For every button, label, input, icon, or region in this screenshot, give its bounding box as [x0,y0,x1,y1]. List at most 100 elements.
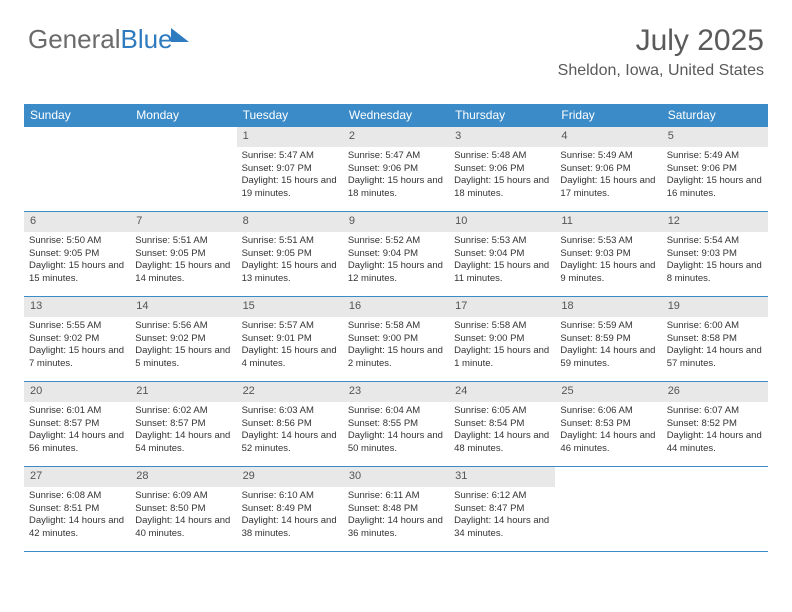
daylight-text: Daylight: 14 hours and 38 minutes. [242,515,338,541]
sunrise-text: Sunrise: 5:53 AM [560,235,656,248]
sunset-text: Sunset: 8:58 PM [667,333,763,346]
calendar-day: 26Sunrise: 6:07 AMSunset: 8:52 PMDayligh… [662,382,768,466]
day-body: Sunrise: 6:03 AMSunset: 8:56 PMDaylight:… [237,402,343,460]
calendar-day: 18Sunrise: 5:59 AMSunset: 8:59 PMDayligh… [555,297,661,381]
calendar-day: 15Sunrise: 5:57 AMSunset: 9:01 PMDayligh… [237,297,343,381]
day-body: Sunrise: 6:10 AMSunset: 8:49 PMDaylight:… [237,487,343,545]
day-header-row: SundayMondayTuesdayWednesdayThursdayFrid… [24,104,768,127]
calendar-day: 24Sunrise: 6:05 AMSunset: 8:54 PMDayligh… [449,382,555,466]
daylight-text: Daylight: 14 hours and 36 minutes. [348,515,444,541]
day-number: 21 [130,382,236,402]
calendar-day: 23Sunrise: 6:04 AMSunset: 8:55 PMDayligh… [343,382,449,466]
brand-part2: Blue [121,24,173,54]
calendar-week: 6Sunrise: 5:50 AMSunset: 9:05 PMDaylight… [24,212,768,297]
calendar-day: 21Sunrise: 6:02 AMSunset: 8:57 PMDayligh… [130,382,236,466]
sunset-text: Sunset: 8:47 PM [454,503,550,516]
sunset-text: Sunset: 9:06 PM [454,163,550,176]
calendar-day: 8Sunrise: 5:51 AMSunset: 9:05 PMDaylight… [237,212,343,296]
sunrise-text: Sunrise: 6:09 AM [135,490,231,503]
sunset-text: Sunset: 8:50 PM [135,503,231,516]
sunset-text: Sunset: 9:02 PM [135,333,231,346]
day-body: Sunrise: 5:47 AMSunset: 9:06 PMDaylight:… [343,147,449,205]
title-location: Sheldon, Iowa, United States [558,62,764,80]
daylight-text: Daylight: 14 hours and 46 minutes. [560,430,656,456]
sunrise-text: Sunrise: 5:48 AM [454,150,550,163]
sunrise-text: Sunrise: 6:02 AM [135,405,231,418]
daylight-text: Daylight: 15 hours and 2 minutes. [348,345,444,371]
day-number: 11 [555,212,661,232]
sunrise-text: Sunrise: 6:05 AM [454,405,550,418]
day-header-cell: Friday [555,104,661,127]
sunset-text: Sunset: 9:06 PM [348,163,444,176]
sunrise-text: Sunrise: 5:50 AM [29,235,125,248]
daylight-text: Daylight: 15 hours and 4 minutes. [242,345,338,371]
day-number: 22 [237,382,343,402]
title-block: July 2025 Sheldon, Iowa, United States [558,24,764,80]
day-number: 9 [343,212,449,232]
sunrise-text: Sunrise: 5:54 AM [667,235,763,248]
daylight-text: Daylight: 14 hours and 34 minutes. [454,515,550,541]
calendar-day-empty [662,467,768,551]
day-number: 17 [449,297,555,317]
day-body: Sunrise: 5:53 AMSunset: 9:04 PMDaylight:… [449,232,555,290]
day-body: Sunrise: 6:12 AMSunset: 8:47 PMDaylight:… [449,487,555,545]
calendar-day-empty [555,467,661,551]
day-number: 28 [130,467,236,487]
sunrise-text: Sunrise: 5:55 AM [29,320,125,333]
day-header-cell: Thursday [449,104,555,127]
sunset-text: Sunset: 9:04 PM [348,248,444,261]
calendar-day: 25Sunrise: 6:06 AMSunset: 8:53 PMDayligh… [555,382,661,466]
day-number: 29 [237,467,343,487]
sunset-text: Sunset: 9:00 PM [454,333,550,346]
sunrise-text: Sunrise: 6:00 AM [667,320,763,333]
calendar-day: 9 Sunrise: 5:52 AMSunset: 9:04 PMDaylight… [343,212,449,296]
daylight-text: Daylight: 14 hours and 56 minutes. [29,430,125,456]
daylight-text: Daylight: 15 hours and 19 minutes. [242,175,338,201]
sunset-text: Sunset: 8:53 PM [560,418,656,431]
sunset-text: Sunset: 9:02 PM [29,333,125,346]
sunset-text: Sunset: 8:52 PM [667,418,763,431]
day-body: Sunrise: 5:47 AMSunset: 9:07 PMDaylight:… [237,147,343,205]
day-number: 5 [662,127,768,147]
day-body: Sunrise: 6:09 AMSunset: 8:50 PMDaylight:… [130,487,236,545]
calendar-body: 1Sunrise: 5:47 AMSunset: 9:07 PMDaylight… [24,127,768,552]
calendar-day: 5Sunrise: 5:49 AMSunset: 9:06 PMDaylight… [662,127,768,211]
day-number: 31 [449,467,555,487]
day-number: 7 [130,212,236,232]
day-number: 6 [24,212,130,232]
sunset-text: Sunset: 8:54 PM [454,418,550,431]
day-number: 16 [343,297,449,317]
sunset-text: Sunset: 9:03 PM [560,248,656,261]
day-number: 3 [449,127,555,147]
day-body: Sunrise: 6:11 AMSunset: 8:48 PMDaylight:… [343,487,449,545]
sunset-text: Sunset: 9:01 PM [242,333,338,346]
daylight-text: Daylight: 15 hours and 17 minutes. [560,175,656,201]
daylight-text: Daylight: 15 hours and 13 minutes. [242,260,338,286]
day-body: Sunrise: 5:51 AMSunset: 9:05 PMDaylight:… [130,232,236,290]
sunset-text: Sunset: 9:07 PM [242,163,338,176]
daylight-text: Daylight: 15 hours and 11 minutes. [454,260,550,286]
day-body: Sunrise: 5:56 AMSunset: 9:02 PMDaylight:… [130,317,236,375]
sunrise-text: Sunrise: 6:12 AM [454,490,550,503]
daylight-text: Daylight: 15 hours and 12 minutes. [348,260,444,286]
day-number: 19 [662,297,768,317]
day-body: Sunrise: 6:02 AMSunset: 8:57 PMDaylight:… [130,402,236,460]
sunrise-text: Sunrise: 5:52 AM [348,235,444,248]
daylight-text: Daylight: 14 hours and 48 minutes. [454,430,550,456]
day-body: Sunrise: 6:07 AMSunset: 8:52 PMDaylight:… [662,402,768,460]
sunset-text: Sunset: 9:04 PM [454,248,550,261]
calendar-day: 29Sunrise: 6:10 AMSunset: 8:49 PMDayligh… [237,467,343,551]
sunset-text: Sunset: 9:00 PM [348,333,444,346]
day-body: Sunrise: 5:51 AMSunset: 9:05 PMDaylight:… [237,232,343,290]
sunrise-text: Sunrise: 6:11 AM [348,490,444,503]
day-number: 10 [449,212,555,232]
calendar-week: 27Sunrise: 6:08 AMSunset: 8:51 PMDayligh… [24,467,768,552]
day-body: Sunrise: 6:04 AMSunset: 8:55 PMDaylight:… [343,402,449,460]
day-body: Sunrise: 6:00 AMSunset: 8:58 PMDaylight:… [662,317,768,375]
brand-part1: General [28,24,121,54]
daylight-text: Daylight: 15 hours and 5 minutes. [135,345,231,371]
daylight-text: Daylight: 15 hours and 15 minutes. [29,260,125,286]
calendar-day: 17Sunrise: 5:58 AMSunset: 9:00 PMDayligh… [449,297,555,381]
day-body: Sunrise: 6:08 AMSunset: 8:51 PMDaylight:… [24,487,130,545]
sunrise-text: Sunrise: 6:06 AM [560,405,656,418]
